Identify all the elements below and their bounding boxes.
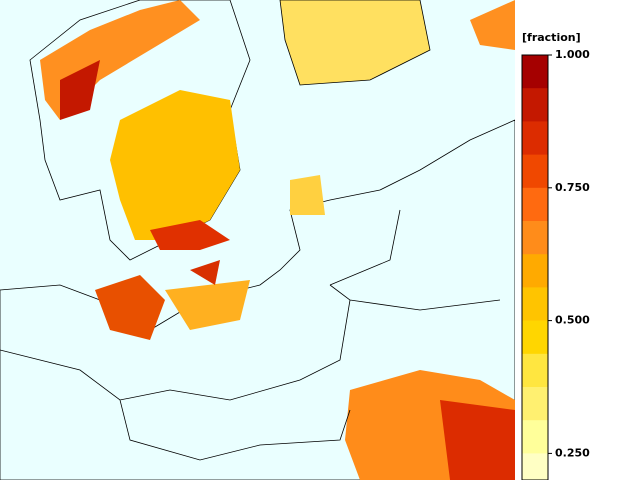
finland [279, 0, 431, 86]
colorbar-band [522, 420, 548, 454]
colorbar-tick-label: 0.750 [555, 181, 590, 194]
field-denmark [95, 275, 165, 340]
field-east-core [440, 400, 515, 480]
colorbar-band [522, 187, 548, 222]
field-norway-peak [60, 60, 100, 120]
field-north-east [470, 0, 515, 50]
colorbar-band [522, 287, 548, 322]
colorbar-band [522, 121, 548, 156]
colorbar-label: [fraction] [522, 31, 581, 44]
colorbar-band [522, 353, 548, 388]
colorbar-frame [521, 54, 549, 480]
colorbar-band [522, 88, 548, 122]
colorbar: 1.000 0.750 0.500 0.250 [521, 48, 590, 480]
borders [0, 209, 501, 461]
map [0, 0, 516, 480]
colorbar-tick-label: 1.000 [555, 48, 590, 61]
colorbar-band [522, 254, 548, 288]
colorbar-band [522, 221, 548, 255]
colorbar-band [522, 320, 548, 355]
field-germany-north [165, 280, 250, 330]
colorbar-tick-label: 0.500 [555, 314, 590, 327]
field-estonia [290, 175, 325, 215]
colorbar-band [522, 387, 548, 421]
colorbar-band [522, 154, 548, 189]
colorbar-band [522, 55, 548, 89]
field-island [190, 260, 220, 285]
colorbar-tick-label: 0.250 [555, 446, 590, 459]
field-south-sweden [150, 220, 230, 250]
field-sweden [110, 90, 240, 240]
colorbar-band [522, 453, 548, 480]
